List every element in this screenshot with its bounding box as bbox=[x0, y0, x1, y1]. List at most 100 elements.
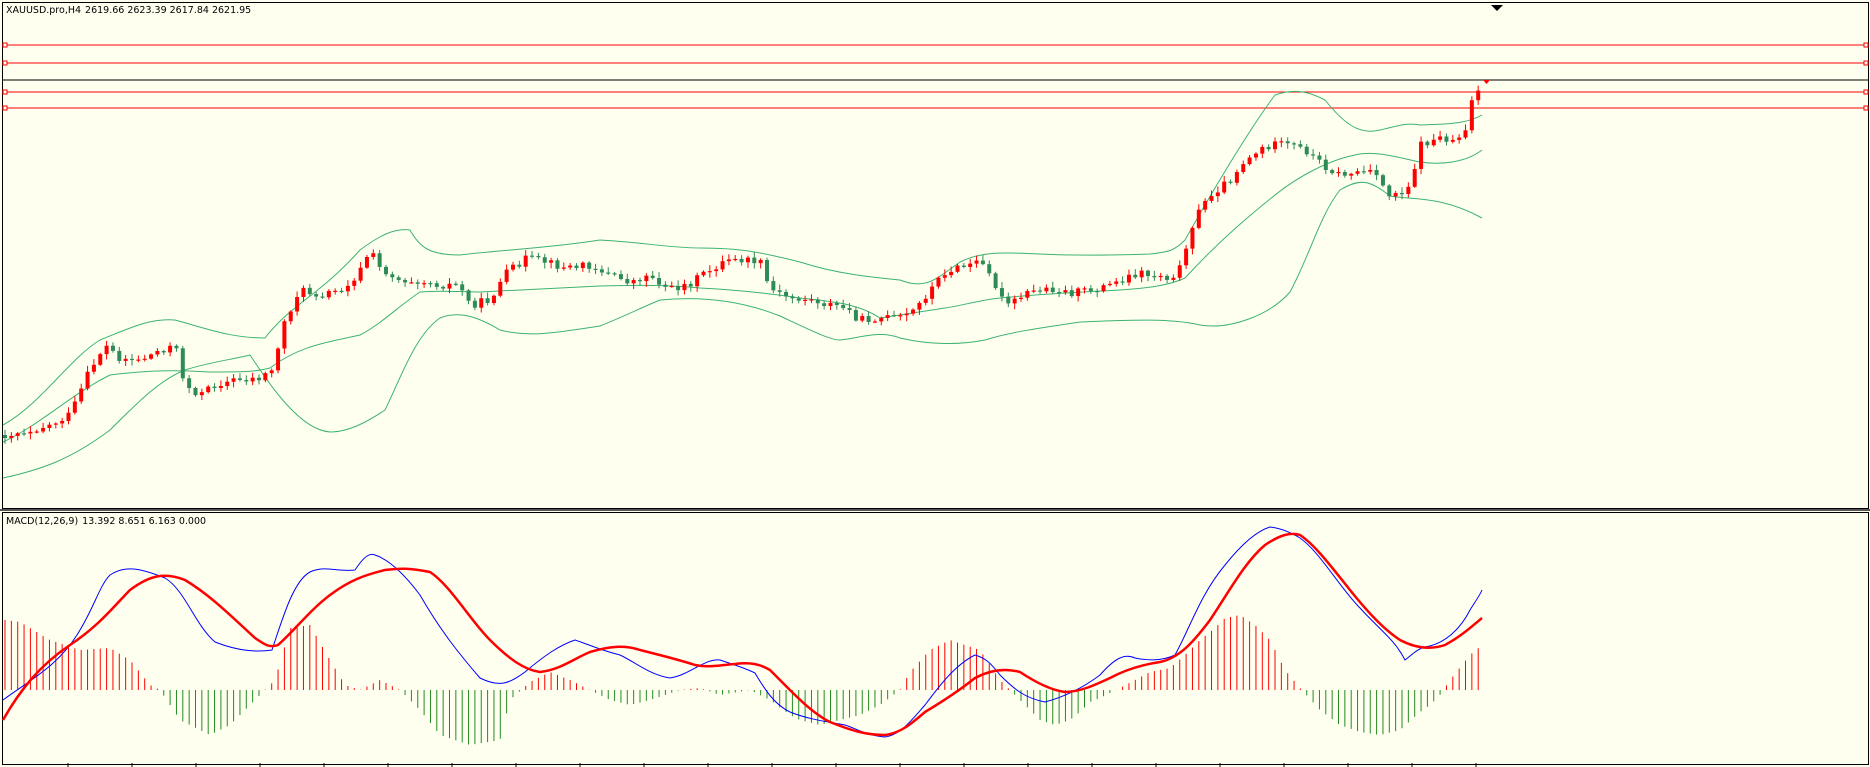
candle bbox=[149, 353, 154, 360]
level-handle[interactable] bbox=[1863, 105, 1869, 111]
candle-body bbox=[485, 298, 490, 304]
candle bbox=[1209, 190, 1214, 203]
candle bbox=[1190, 226, 1195, 255]
candle bbox=[574, 263, 579, 271]
candle-body bbox=[682, 283, 687, 291]
candle bbox=[936, 276, 941, 289]
candlestick-series[interactable] bbox=[3, 85, 1481, 444]
candle-body bbox=[657, 278, 662, 285]
candle bbox=[1260, 144, 1265, 159]
candle bbox=[485, 292, 490, 306]
candle-body bbox=[1247, 157, 1252, 165]
candle-body bbox=[625, 278, 630, 284]
candle bbox=[130, 354, 134, 366]
candle-body bbox=[676, 285, 681, 291]
candle-body bbox=[1412, 168, 1417, 187]
candle-body bbox=[231, 378, 236, 382]
candle-body bbox=[644, 275, 649, 282]
candle bbox=[371, 249, 376, 260]
candle-body bbox=[1165, 275, 1170, 280]
candle bbox=[22, 428, 27, 437]
level-handle[interactable] bbox=[2, 105, 8, 111]
chart-shift-marker-icon[interactable] bbox=[1491, 5, 1503, 11]
candle-body bbox=[745, 257, 750, 263]
candle bbox=[911, 308, 916, 316]
candle bbox=[72, 396, 77, 415]
candle bbox=[358, 262, 363, 284]
candle-body bbox=[1304, 146, 1309, 155]
candle bbox=[1374, 164, 1379, 181]
candle-body bbox=[1038, 290, 1043, 292]
candle-body bbox=[187, 378, 192, 388]
candle-body bbox=[206, 386, 211, 393]
candle bbox=[193, 386, 198, 397]
candle-body bbox=[593, 268, 598, 271]
candle bbox=[352, 278, 357, 291]
candle-body bbox=[1266, 146, 1271, 150]
candle bbox=[1438, 130, 1443, 143]
candle-body bbox=[1330, 169, 1335, 174]
candle bbox=[282, 319, 287, 354]
candle-body bbox=[155, 350, 160, 355]
candle-body bbox=[212, 386, 217, 388]
candle bbox=[218, 380, 223, 392]
candle bbox=[263, 371, 268, 383]
level-handle[interactable] bbox=[2, 42, 8, 48]
candle bbox=[968, 259, 973, 272]
candle-body bbox=[1444, 136, 1449, 142]
candle bbox=[1285, 137, 1290, 149]
candle bbox=[1165, 274, 1170, 284]
candle bbox=[498, 278, 503, 298]
level-handle[interactable] bbox=[2, 60, 8, 66]
candle-body bbox=[930, 286, 935, 299]
candle bbox=[587, 261, 592, 273]
candle-body bbox=[466, 290, 471, 301]
candle-body bbox=[695, 275, 700, 287]
level-handle[interactable] bbox=[1863, 89, 1869, 95]
candle bbox=[66, 407, 71, 425]
candle-body bbox=[1355, 171, 1360, 174]
candle bbox=[1126, 269, 1131, 286]
level-handles[interactable] bbox=[2, 42, 1869, 111]
candle-body bbox=[618, 274, 623, 279]
candle bbox=[117, 346, 122, 364]
candle-body bbox=[282, 321, 287, 349]
candle-body bbox=[434, 283, 439, 287]
candle-body bbox=[1323, 159, 1328, 170]
candle-body bbox=[1298, 144, 1303, 147]
candle bbox=[434, 280, 439, 290]
candle-body bbox=[199, 392, 204, 396]
candle-body bbox=[892, 315, 896, 317]
candle bbox=[1088, 285, 1093, 294]
level-handle[interactable] bbox=[1863, 42, 1869, 48]
candle-body bbox=[110, 345, 115, 351]
candle bbox=[187, 374, 192, 394]
candle-body bbox=[536, 255, 541, 258]
candle-body bbox=[193, 387, 198, 396]
candle bbox=[276, 347, 281, 374]
candle bbox=[79, 383, 84, 404]
candle-body bbox=[726, 259, 731, 262]
candle-body bbox=[384, 266, 388, 275]
candle bbox=[955, 263, 960, 274]
candle-body bbox=[669, 285, 674, 288]
candle bbox=[657, 272, 662, 289]
candle bbox=[993, 271, 998, 290]
candle bbox=[726, 254, 731, 266]
candle bbox=[561, 262, 566, 271]
candle bbox=[441, 285, 446, 291]
candle bbox=[339, 287, 344, 294]
candle-body bbox=[1171, 277, 1176, 280]
candle-body bbox=[606, 272, 611, 274]
candle bbox=[1133, 269, 1138, 280]
candle-body bbox=[733, 258, 738, 261]
horizontal-levels[interactable] bbox=[2, 42, 1869, 111]
candle bbox=[60, 417, 65, 429]
candle-body bbox=[1241, 164, 1246, 173]
candle bbox=[549, 257, 554, 269]
candle bbox=[244, 375, 249, 386]
level-handle[interactable] bbox=[1863, 60, 1869, 66]
candle-body bbox=[130, 358, 134, 361]
level-handle[interactable] bbox=[2, 89, 8, 95]
